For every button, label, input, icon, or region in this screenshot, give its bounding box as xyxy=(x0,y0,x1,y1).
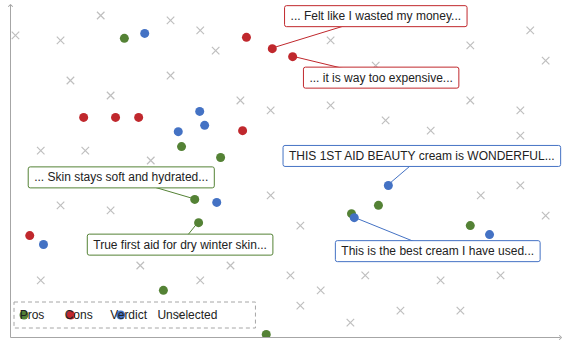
svg-text:... Felt like I wasted my mone: ... Felt like I wasted my money... xyxy=(291,9,462,23)
svg-text:This is the best cream I have: This is the best cream I have used... xyxy=(341,244,534,258)
svg-text:Verdict: Verdict xyxy=(110,308,147,322)
svg-text:True first aid for dry winter: True first aid for dry winter skin... xyxy=(93,238,267,252)
svg-text:Unselected: Unselected xyxy=(157,308,217,322)
svg-text:... Skin stays soft and hydrat: ... Skin stays soft and hydrated... xyxy=(34,170,208,184)
svg-text:Cons: Cons xyxy=(65,308,93,322)
svg-text:THIS 1ST AID BEAUTY cream is W: THIS 1ST AID BEAUTY cream is WONDERFUL..… xyxy=(289,149,555,163)
svg-text:Pros: Pros xyxy=(20,308,45,322)
svg-text:... it is way too expensive...: ... it is way too expensive... xyxy=(309,71,452,85)
